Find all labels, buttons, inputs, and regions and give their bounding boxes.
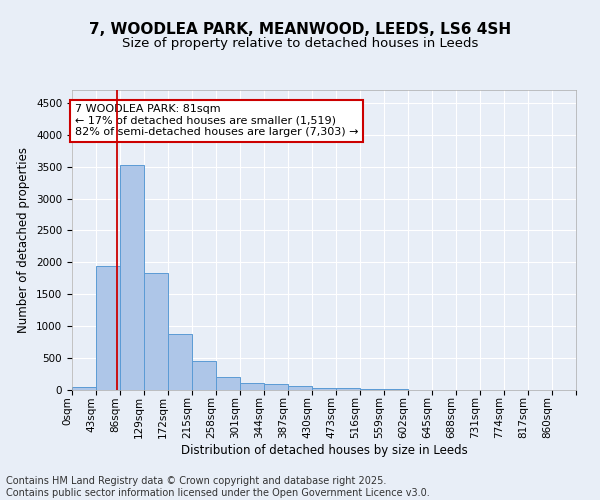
Bar <box>240 382 264 390</box>
Bar <box>312 388 336 390</box>
Bar <box>288 386 312 390</box>
Bar <box>120 164 144 390</box>
Bar <box>264 384 288 390</box>
X-axis label: Distribution of detached houses by size in Leeds: Distribution of detached houses by size … <box>181 444 467 457</box>
Bar <box>96 266 120 390</box>
Bar <box>168 334 192 390</box>
Bar <box>336 388 360 390</box>
Y-axis label: Number of detached properties: Number of detached properties <box>17 147 31 333</box>
Bar <box>72 387 96 390</box>
Bar <box>360 388 384 390</box>
Text: Size of property relative to detached houses in Leeds: Size of property relative to detached ho… <box>122 38 478 51</box>
Text: Contains HM Land Registry data © Crown copyright and database right 2025.
Contai: Contains HM Land Registry data © Crown c… <box>6 476 430 498</box>
Text: 7, WOODLEA PARK, MEANWOOD, LEEDS, LS6 4SH: 7, WOODLEA PARK, MEANWOOD, LEEDS, LS6 4S… <box>89 22 511 38</box>
Bar <box>144 273 168 390</box>
Text: 7 WOODLEA PARK: 81sqm
← 17% of detached houses are smaller (1,519)
82% of semi-d: 7 WOODLEA PARK: 81sqm ← 17% of detached … <box>75 104 358 137</box>
Bar <box>216 377 240 390</box>
Bar <box>192 362 216 390</box>
